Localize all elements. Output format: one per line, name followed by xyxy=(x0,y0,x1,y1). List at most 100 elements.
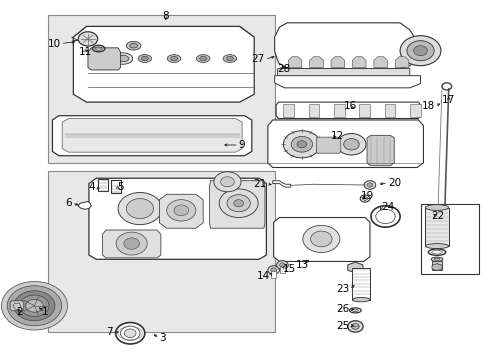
Text: 23: 23 xyxy=(335,284,348,294)
Bar xyxy=(47,15,275,163)
Ellipse shape xyxy=(117,55,128,62)
Text: 14: 14 xyxy=(256,271,269,282)
Polygon shape xyxy=(159,194,203,228)
Ellipse shape xyxy=(167,55,181,63)
Polygon shape xyxy=(272,181,290,187)
Ellipse shape xyxy=(97,55,108,62)
Circle shape xyxy=(116,323,144,344)
Text: 27: 27 xyxy=(251,54,264,64)
Bar xyxy=(425,207,448,246)
Polygon shape xyxy=(78,202,91,209)
Polygon shape xyxy=(287,57,301,67)
Ellipse shape xyxy=(352,297,369,302)
Text: 3: 3 xyxy=(159,333,166,343)
Text: 19: 19 xyxy=(361,191,374,201)
Text: 13: 13 xyxy=(296,260,309,270)
Polygon shape xyxy=(330,57,344,67)
Polygon shape xyxy=(10,301,24,311)
Polygon shape xyxy=(352,57,366,67)
Circle shape xyxy=(267,266,279,274)
Polygon shape xyxy=(276,102,420,118)
Ellipse shape xyxy=(349,308,361,313)
Ellipse shape xyxy=(425,204,448,210)
Bar xyxy=(283,104,293,117)
Circle shape xyxy=(78,32,98,46)
Bar xyxy=(352,267,369,300)
Circle shape xyxy=(343,139,359,150)
Text: 12: 12 xyxy=(330,131,344,141)
Circle shape xyxy=(14,291,55,321)
Ellipse shape xyxy=(425,244,448,249)
Circle shape xyxy=(406,41,433,61)
Circle shape xyxy=(362,197,367,201)
Circle shape xyxy=(302,225,339,252)
Bar xyxy=(431,261,441,270)
Polygon shape xyxy=(274,76,420,88)
Circle shape xyxy=(413,46,427,56)
Circle shape xyxy=(290,136,312,152)
Circle shape xyxy=(347,321,363,332)
Bar xyxy=(280,266,285,273)
Text: 5: 5 xyxy=(117,182,123,192)
Circle shape xyxy=(351,324,359,329)
Polygon shape xyxy=(273,217,369,261)
Ellipse shape xyxy=(170,57,177,61)
Ellipse shape xyxy=(200,57,206,61)
Polygon shape xyxy=(62,118,242,152)
Bar xyxy=(420,204,478,274)
Ellipse shape xyxy=(430,257,442,261)
Circle shape xyxy=(220,177,234,187)
Circle shape xyxy=(1,282,67,330)
Polygon shape xyxy=(366,135,393,166)
Ellipse shape xyxy=(138,55,151,63)
Polygon shape xyxy=(89,178,266,259)
Polygon shape xyxy=(316,137,340,153)
Ellipse shape xyxy=(352,309,358,312)
Polygon shape xyxy=(431,264,441,271)
Text: 24: 24 xyxy=(381,202,394,212)
Bar xyxy=(98,179,108,192)
Text: 20: 20 xyxy=(387,178,400,188)
Polygon shape xyxy=(88,48,120,70)
Polygon shape xyxy=(309,57,323,67)
Bar xyxy=(359,104,369,117)
Polygon shape xyxy=(267,120,423,167)
Circle shape xyxy=(118,193,162,225)
Circle shape xyxy=(310,231,331,247)
Circle shape xyxy=(279,263,285,267)
Polygon shape xyxy=(373,57,386,67)
Polygon shape xyxy=(52,116,251,156)
Ellipse shape xyxy=(223,55,236,63)
Bar xyxy=(409,104,420,117)
Text: 26: 26 xyxy=(335,304,348,314)
Ellipse shape xyxy=(196,55,209,63)
Text: 1: 1 xyxy=(42,307,48,317)
Ellipse shape xyxy=(226,57,233,61)
Bar xyxy=(271,271,276,278)
Ellipse shape xyxy=(126,41,141,50)
Bar xyxy=(384,104,394,117)
Circle shape xyxy=(126,199,153,219)
Polygon shape xyxy=(102,230,161,258)
Text: 10: 10 xyxy=(47,39,61,49)
Text: 22: 22 xyxy=(430,211,444,221)
Text: 25: 25 xyxy=(335,321,348,331)
Text: 7: 7 xyxy=(105,327,112,337)
Circle shape xyxy=(166,200,196,221)
Polygon shape xyxy=(73,26,254,102)
Circle shape xyxy=(336,134,366,155)
Text: 16: 16 xyxy=(344,102,357,111)
Text: 21: 21 xyxy=(253,179,266,189)
Circle shape xyxy=(364,181,375,189)
Text: 17: 17 xyxy=(441,95,454,105)
Text: 28: 28 xyxy=(277,64,290,73)
Ellipse shape xyxy=(113,53,132,64)
Ellipse shape xyxy=(141,57,148,61)
Circle shape xyxy=(283,131,320,158)
Circle shape xyxy=(360,195,369,202)
Circle shape xyxy=(120,326,140,341)
Polygon shape xyxy=(209,181,264,228)
Circle shape xyxy=(226,195,250,212)
Text: 4: 4 xyxy=(88,182,95,192)
Text: 8: 8 xyxy=(162,12,169,21)
